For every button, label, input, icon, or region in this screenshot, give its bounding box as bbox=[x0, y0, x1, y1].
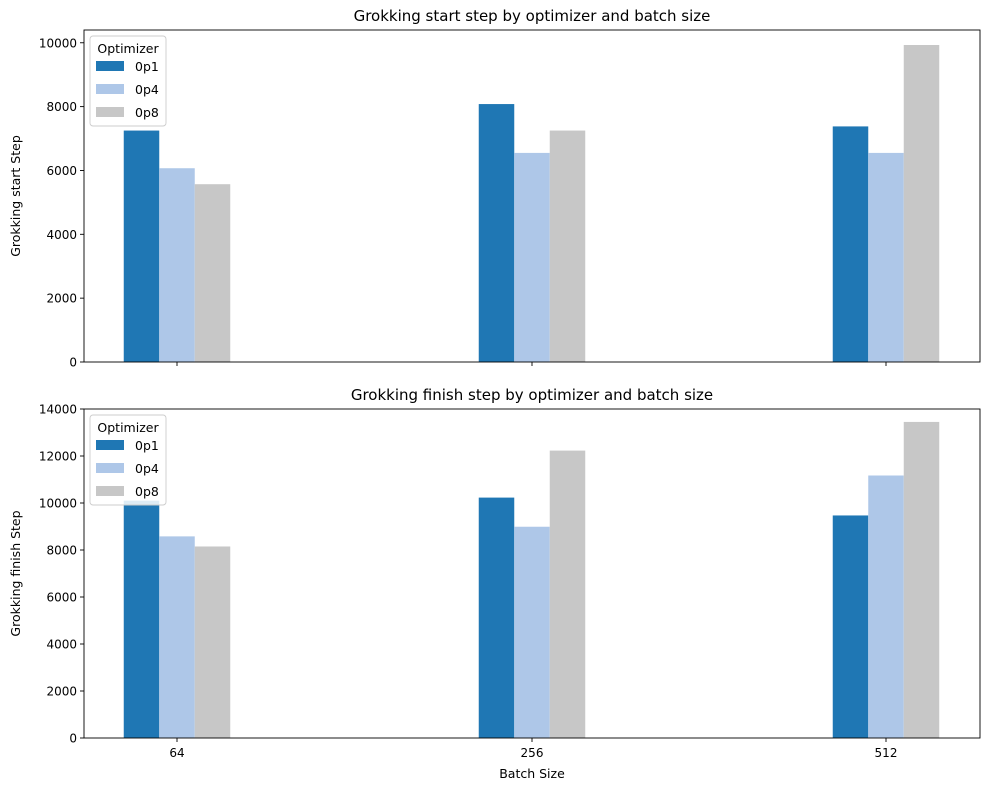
bar-0p8-512 bbox=[903, 45, 940, 362]
bar-0p8-512 bbox=[903, 421, 940, 738]
bar-0p1-512 bbox=[832, 515, 869, 738]
legend-label-0p8: 0p8 bbox=[135, 484, 159, 499]
x-tick-label: 256 bbox=[521, 746, 544, 760]
y-tick-label: 10000 bbox=[39, 497, 77, 511]
bar-0p4-64 bbox=[159, 536, 195, 738]
bar-0p1-64 bbox=[123, 500, 160, 738]
bar-0p4-64 bbox=[159, 168, 195, 362]
bar-0p4-512 bbox=[868, 152, 904, 362]
x-axis-label: Batch Size bbox=[499, 766, 565, 781]
bar-0p8-64 bbox=[194, 546, 231, 738]
legend-title: Optimizer bbox=[97, 41, 159, 56]
legend-swatch-0p1 bbox=[96, 440, 124, 450]
y-tick-label: 4000 bbox=[46, 638, 77, 652]
legend-box bbox=[89, 414, 167, 506]
y-tick-label: 6000 bbox=[46, 164, 77, 178]
y-tick-label: 8000 bbox=[46, 544, 77, 558]
bar-0p1-64 bbox=[123, 130, 160, 362]
chart-title: Grokking start step by optimizer and bat… bbox=[354, 7, 711, 25]
chart-title: Grokking finish step by optimizer and ba… bbox=[351, 386, 713, 404]
y-tick-label: 14000 bbox=[39, 403, 77, 417]
legend-swatch-0p1 bbox=[96, 61, 124, 71]
bar-0p1-256 bbox=[478, 104, 515, 363]
bar-0p4-256 bbox=[514, 526, 550, 738]
legend-box bbox=[89, 35, 167, 127]
x-tick-label: 512 bbox=[875, 746, 898, 760]
legend: Optimizer 0p1 0p4 0p8 bbox=[89, 35, 167, 127]
legend-label-0p4: 0p4 bbox=[135, 461, 159, 476]
y-tick-label: 0 bbox=[69, 356, 77, 370]
legend-label-0p4: 0p4 bbox=[135, 82, 159, 97]
y-axis-label: Grokking finish Step bbox=[8, 510, 23, 636]
bar-0p1-256 bbox=[478, 497, 515, 738]
legend-label-0p8: 0p8 bbox=[135, 105, 159, 120]
y-tick-label: 6000 bbox=[46, 591, 77, 605]
chart-panel-1: Grokking start step by optimizer and bat… bbox=[8, 7, 981, 370]
y-tick-label: 10000 bbox=[39, 36, 77, 50]
y-tick-label: 12000 bbox=[39, 450, 77, 464]
bar-0p8-256 bbox=[549, 450, 586, 738]
y-tick-label: 4000 bbox=[46, 228, 77, 242]
bar-0p4-256 bbox=[514, 152, 550, 362]
y-tick-label: 2000 bbox=[46, 685, 77, 699]
legend-swatch-0p4 bbox=[96, 84, 124, 94]
y-tick-label: 2000 bbox=[46, 292, 77, 306]
x-tick-label: 64 bbox=[169, 746, 184, 760]
legend-swatch-0p8 bbox=[96, 486, 124, 496]
y-tick-label: 8000 bbox=[46, 100, 77, 114]
bar-0p4-512 bbox=[868, 475, 904, 738]
legend-title: Optimizer bbox=[97, 420, 159, 435]
bar-0p8-64 bbox=[194, 184, 231, 362]
y-tick-label: 0 bbox=[69, 732, 77, 746]
y-axis-label: Grokking start Step bbox=[8, 135, 23, 257]
chart-panel-2: Grokking finish step by optimizer and ba… bbox=[8, 386, 981, 781]
legend-label-0p1: 0p1 bbox=[135, 438, 159, 453]
legend: Optimizer 0p1 0p4 0p8 bbox=[89, 414, 167, 506]
bar-0p8-256 bbox=[549, 130, 586, 362]
legend-swatch-0p8 bbox=[96, 107, 124, 117]
legend-label-0p1: 0p1 bbox=[135, 59, 159, 74]
legend-swatch-0p4 bbox=[96, 463, 124, 473]
bar-0p1-512 bbox=[832, 126, 869, 363]
